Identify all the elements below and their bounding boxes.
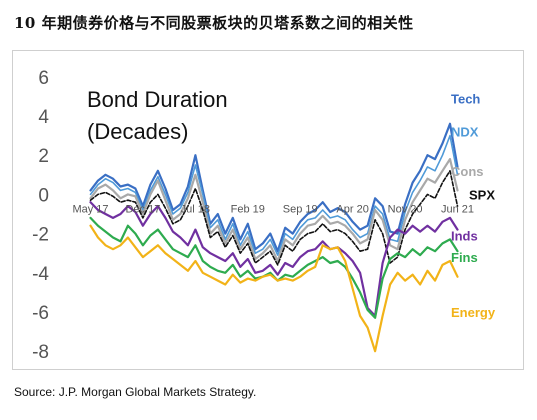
y-tick-label: 6	[38, 68, 49, 89]
series-line-ndx	[89, 134, 459, 256]
x-tick-label: Nov 20	[388, 203, 423, 215]
y-tick-label: 4	[38, 107, 49, 128]
series-label-fins: Fins	[451, 250, 478, 265]
y-tick-label: 2	[38, 146, 49, 167]
page-title: 10 年期债券价格与不同股票板块的贝塔系数之间的相关性	[14, 14, 414, 32]
series-line-spx	[89, 170, 459, 266]
x-tick-label: Sep 19	[283, 203, 318, 215]
x-tick-label: Feb 19	[231, 203, 265, 215]
series-line-tech	[89, 122, 459, 253]
x-tick-label: Jul 18	[181, 203, 210, 215]
y-tick-label: -4	[32, 264, 49, 285]
series-label-spx: SPX	[469, 187, 495, 202]
y-tick-label: -2	[32, 225, 49, 246]
series-line-cons	[89, 157, 459, 263]
series-label-cons: Cons	[451, 164, 484, 179]
y-tick-label: -6	[32, 303, 49, 324]
series-line-energy	[89, 224, 459, 353]
line-chart: 6 4 2 0 -2 -4 -6 -8 May 17 Dec 17 Jul 18 Feb 19 Sep …	[32, 68, 496, 363]
series-label-inds: Inds	[451, 229, 478, 244]
x-tick-label: May 17	[72, 203, 108, 215]
x-tick-label: Apr 20	[336, 203, 368, 215]
chart-area: 6 4 2 0 -2 -4 -6 -8 May 17 Dec 17 Jul 18 Feb 19 Sep …	[12, 50, 524, 370]
series-line-inds	[89, 201, 459, 317]
series-label-ndx: NDX	[451, 125, 479, 140]
series-label-energy: Energy	[451, 305, 496, 320]
series-label-tech: Tech	[451, 91, 480, 106]
x-tick-label: Jun 21	[441, 203, 474, 215]
chart-annotation-line: (Decades)	[87, 119, 188, 144]
chart-annotation-line: Bond Duration	[87, 87, 228, 112]
y-tick-label: -8	[32, 342, 49, 363]
y-tick-label: 0	[38, 185, 49, 206]
x-tick-label: Dec 17	[125, 203, 160, 215]
source-note: Source: J.P. Morgan Global Markets Strat…	[14, 385, 257, 399]
